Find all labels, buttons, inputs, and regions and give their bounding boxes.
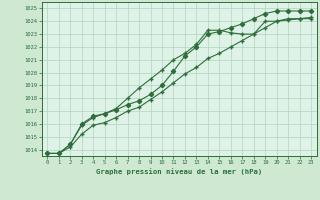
- X-axis label: Graphe pression niveau de la mer (hPa): Graphe pression niveau de la mer (hPa): [96, 168, 262, 175]
